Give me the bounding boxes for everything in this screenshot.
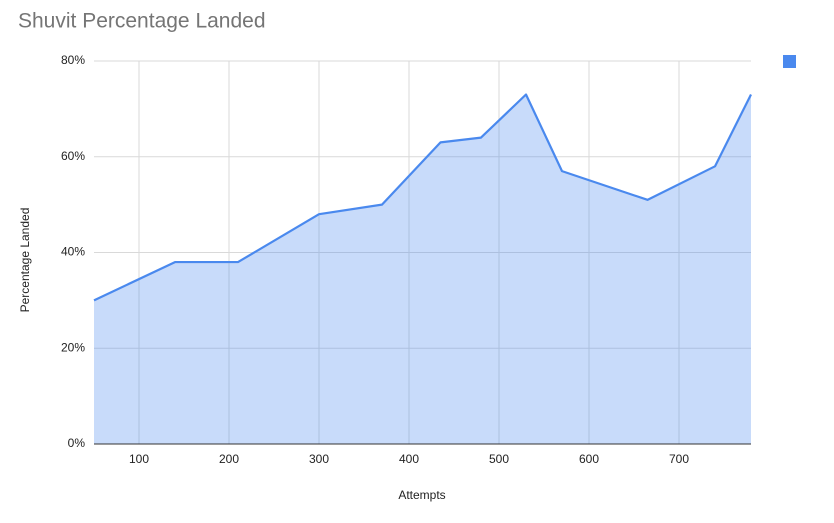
area-line xyxy=(93,93,752,302)
y-tick-label: 40% xyxy=(61,245,85,259)
x-axis-label: Attempts xyxy=(398,488,445,502)
legend-swatch xyxy=(783,55,796,68)
area-fill xyxy=(94,94,751,444)
y-tick-label: 80% xyxy=(61,53,85,67)
x-tick-label: 300 xyxy=(309,452,329,466)
y-tick-label: 20% xyxy=(61,340,85,354)
x-tick-label: 400 xyxy=(399,452,419,466)
y-tick-label: 60% xyxy=(61,149,85,163)
y-tick-label: 0% xyxy=(68,436,86,450)
chart-title: Shuvit Percentage Landed xyxy=(18,10,266,33)
y-axis-label: Percentage Landed xyxy=(18,208,32,313)
x-tick-label: 700 xyxy=(669,452,689,466)
x-tick-label: 600 xyxy=(579,452,599,466)
x-tick-label: 100 xyxy=(129,452,149,466)
x-tick-label: 200 xyxy=(219,452,239,466)
x-tick-label: 500 xyxy=(489,452,509,466)
